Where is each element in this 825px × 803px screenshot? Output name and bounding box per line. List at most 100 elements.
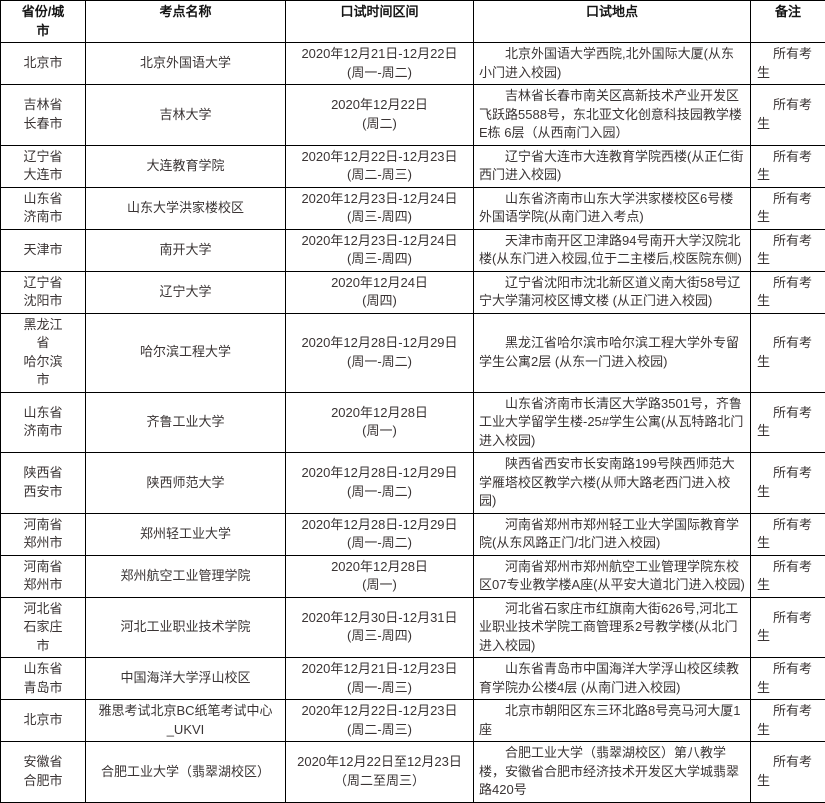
time-range-cell: 2020年12月21日-12月23日(周一-周三): [286, 658, 474, 700]
remarks-text: 所有考生: [757, 702, 819, 739]
location-text: 山东省青岛市中国海洋大学浮山校区续教育学院办公楼4层 (从南门进入校园): [479, 660, 745, 697]
location-cell: 北京外国语大学西院,北外国际大厦(从东小门进入校园): [474, 43, 751, 85]
city-text: 沈阳市: [20, 292, 66, 311]
time-range-cell: 2020年12月28日-12月29日(周一-周二): [286, 313, 474, 392]
center-name-cell: 北京外国语大学: [86, 43, 286, 85]
date-range-text: 2020年12月28日-12月29日: [289, 334, 470, 353]
remarks-cell: 所有考生: [751, 658, 825, 700]
city-text: 济南市: [20, 422, 66, 441]
location-cell: 山东省济南市长清区大学路3501号，齐鲁工业大学留学生楼-25#学生公寓(从瓦特…: [474, 392, 751, 453]
weekday-range-text: (周一-周二): [289, 64, 470, 83]
remarks-text: 所有考生: [757, 516, 819, 553]
header-time-range: 口试时间区间: [286, 1, 474, 43]
province-text: 河北省: [20, 600, 66, 619]
remarks-cell: 所有考生: [751, 513, 825, 555]
table-header: 省份/城市 考点名称 口试时间区间 口试地点 备注: [1, 1, 825, 43]
province-city-cell: 山东省青岛市: [1, 658, 86, 700]
province-text: 陕西省: [20, 464, 66, 483]
weekday-range-text: (周一): [289, 576, 470, 595]
center-name-cell: 吉林大学: [86, 85, 286, 146]
city-text: 郑州市: [20, 534, 66, 553]
time-range-cell: 2020年12月22日(周二): [286, 85, 474, 146]
province-text: 辽宁省: [20, 274, 66, 293]
location-cell: 河北省石家庄市红旗南大街626号,河北工业职业技术学院工商管理系2号教学楼(从北…: [474, 597, 751, 658]
remarks-cell: 所有考生: [751, 271, 825, 313]
time-range-cell: 2020年12月22日-12月23日(周二-周三): [286, 145, 474, 187]
province-city-cell: 河南省郑州市: [1, 555, 86, 597]
weekday-range-text: (周三-周四): [289, 208, 470, 227]
location-cell: 陕西省西安市长安南路199号陕西师范大学雁塔校区教学六楼(从师大路老西门进入校园…: [474, 453, 751, 514]
location-text: 北京市朝阳区东三环北路8号亮马河大厦1座: [479, 702, 745, 739]
header-province-city: 省份/城市: [1, 1, 86, 43]
weekday-range-text: (周二): [289, 115, 470, 134]
location-cell: 河南省郑州市郑州轻工业大学国际教育学院(从东风路正门/北门进入校园): [474, 513, 751, 555]
date-range-text: 2020年12月22日: [289, 96, 470, 115]
time-range-cell: 2020年12月22日-12月23日(周二-周三): [286, 700, 474, 742]
weekday-range-text: (周一-周二): [289, 483, 470, 502]
province-city-cell: 河南省郑州市: [1, 513, 86, 555]
province-text: 黑龙江省: [20, 316, 66, 353]
date-range-text: 2020年12月28日-12月29日: [289, 464, 470, 483]
remarks-text: 所有考生: [757, 274, 819, 311]
remarks-text: 所有考生: [757, 190, 819, 227]
province-city-cell: 辽宁省沈阳市: [1, 271, 86, 313]
center-name-cell: 大连教育学院: [86, 145, 286, 187]
time-range-cell: 2020年12月22日至12月23日（周二至周三）: [286, 742, 474, 803]
weekday-range-text: (周一-周三): [289, 679, 470, 698]
center-name-cell: 郑州航空工业管理学院: [86, 555, 286, 597]
weekday-range-text: (周一): [289, 422, 470, 441]
table-row: 安徽省合肥市合肥工业大学（翡翠湖校区）2020年12月22日至12月23日（周二…: [1, 742, 825, 803]
date-range-text: 2020年12月22日-12月23日: [289, 148, 470, 167]
location-cell: 河南省郑州市郑州航空工业管理学院东校区07专业教学楼A座(从平安大道北门进入校园…: [474, 555, 751, 597]
center-name-cell: 齐鲁工业大学: [86, 392, 286, 453]
location-text: 辽宁省大连市大连教育学院西楼(从正仁街西门进入校园): [479, 148, 745, 185]
weekday-range-text: (周三-周四): [289, 627, 470, 646]
province-text: 河南省: [20, 558, 66, 577]
remarks-text: 所有考生: [757, 558, 819, 595]
city-text: 长春市: [20, 115, 66, 134]
location-cell: 合肥工业大学（翡翠湖校区）第八教学楼，安徽省合肥市经济技术开发区大学城翡翠路42…: [474, 742, 751, 803]
remarks-text: 所有考生: [757, 660, 819, 697]
city-text: 青岛市: [20, 679, 66, 698]
province-city-cell: 河北省石家庄市: [1, 597, 86, 658]
location-text: 天津市南开区卫津路94号南开大学汉院北楼(从东门进入校园,位于二主楼后,校医院东…: [479, 232, 745, 269]
province-city-cell: 北京市: [1, 43, 86, 85]
location-text: 合肥工业大学（翡翠湖校区）第八教学楼，安徽省合肥市经济技术开发区大学城翡翠路42…: [479, 744, 745, 800]
header-row: 省份/城市 考点名称 口试时间区间 口试地点 备注: [1, 1, 825, 43]
province-text: 天津市: [20, 241, 66, 260]
province-text: 吉林省: [20, 96, 66, 115]
province-city-cell: 山东省济南市: [1, 187, 86, 229]
date-range-text: 2020年12月30日-12月31日: [289, 609, 470, 628]
remarks-text: 所有考生: [757, 232, 819, 269]
province-city-cell: 天津市: [1, 229, 86, 271]
remarks-text: 所有考生: [757, 609, 819, 646]
time-range-cell: 2020年12月23日-12月24日(周三-周四): [286, 229, 474, 271]
province-text: 北京市: [20, 54, 66, 73]
city-text: 郑州市: [20, 576, 66, 595]
weekday-range-text: (周一-周二): [289, 534, 470, 553]
weekday-range-text: (周三-周四): [289, 250, 470, 269]
location-cell: 辽宁省沈阳市沈北新区道义南大街58号辽宁大学蒲河校区博文楼 (从正门进入校园): [474, 271, 751, 313]
date-range-text: 2020年12月22日-12月23日: [289, 702, 470, 721]
remarks-cell: 所有考生: [751, 555, 825, 597]
remarks-text: 所有考生: [757, 404, 819, 441]
center-name-cell: 陕西师范大学: [86, 453, 286, 514]
center-name-cell: 雅思考试北京BC纸笔考试中心_UKVI: [86, 700, 286, 742]
province-city-cell: 北京市: [1, 700, 86, 742]
province-city-cell: 安徽省合肥市: [1, 742, 86, 803]
center-name-cell: 山东大学洪家楼校区: [86, 187, 286, 229]
city-text: 西安市: [20, 483, 66, 502]
date-range-text: 2020年12月28日: [289, 558, 470, 577]
header-location: 口试地点: [474, 1, 751, 43]
date-range-text: 2020年12月21日-12月22日: [289, 45, 470, 64]
time-range-cell: 2020年12月30日-12月31日(周三-周四): [286, 597, 474, 658]
